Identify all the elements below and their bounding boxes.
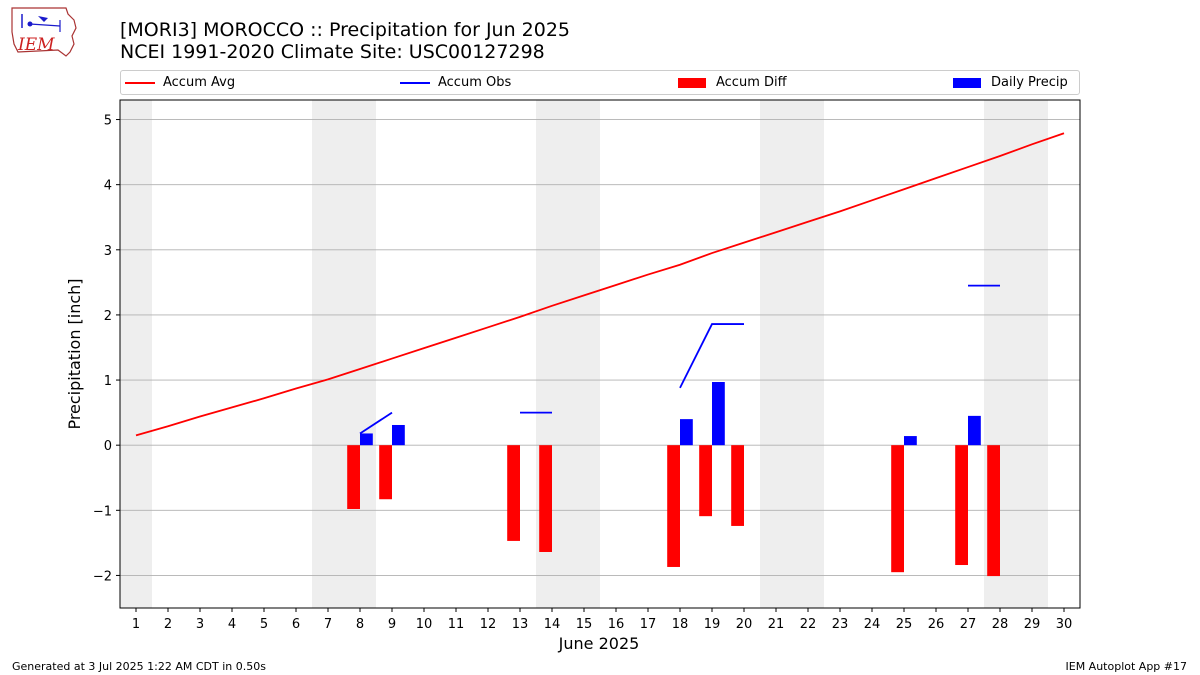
accum-diff-bar: [731, 445, 744, 526]
x-tick-label: 5: [260, 617, 268, 632]
accum-diff-bar: [699, 445, 712, 517]
x-tick-label: 19: [704, 617, 721, 632]
accum-obs-line: [359, 411, 393, 435]
iem-logo: IEM: [8, 6, 80, 58]
x-tick-label: 28: [992, 617, 1009, 632]
logo-text: IEM: [17, 35, 55, 55]
legend-swatch-accum-avg: [125, 81, 155, 84]
x-tick-label: 13: [512, 617, 529, 632]
legend-label-accum-obs: Accum Obs: [438, 75, 512, 90]
x-tick-label: 7: [324, 617, 332, 632]
x-tick-label: 30: [1056, 617, 1073, 632]
daily-precip-bar: [712, 382, 725, 446]
daily-precip-bar: [360, 433, 373, 446]
daily-precip-bar: [392, 424, 405, 446]
x-tick-label: 16: [608, 617, 625, 632]
line-series: [135, 132, 1065, 437]
y-tick-label: 4: [104, 179, 112, 194]
x-tick-label: 17: [640, 617, 657, 632]
daily-precip-bar: [680, 419, 693, 446]
y-tick-label: 2: [104, 309, 112, 324]
y-tick-label: 0: [104, 439, 112, 454]
legend-swatch-accum-diff: [678, 77, 706, 88]
legend-label-accum-avg: Accum Avg: [163, 75, 236, 90]
accum-diff-bar: [667, 445, 680, 567]
x-tick-label: 27: [960, 617, 977, 632]
y-tick-label: 1: [104, 374, 112, 389]
x-tick-label: 18: [672, 617, 689, 632]
weekend-shading: [120, 100, 1048, 608]
weekend-shade-band: [120, 100, 152, 608]
chart-subtitle: NCEI 1991-2020 Climate Site: USC00127298: [120, 41, 545, 63]
x-tick-label: 11: [448, 617, 465, 632]
legend-label-accum-diff: Accum Diff: [716, 75, 787, 90]
accum-diff-bar: [539, 445, 552, 552]
y-tick-label: 3: [104, 244, 112, 259]
legend-item-daily-precip: Daily Precip: [953, 71, 1068, 94]
x-axis-ticks: 1 2 3 4 5 6 7 8 9 10 11 12 13 14 15 16 17 18 19 20 21 22 23 24 2…: [132, 608, 1072, 632]
y-gridlines: [120, 119, 1080, 576]
y-tick-label: −2: [93, 569, 112, 584]
y-tick-label: −1: [93, 504, 112, 519]
x-tick-label: 20: [736, 617, 753, 632]
accum-diff-bar: [955, 445, 968, 566]
daily-precip-bar: [904, 436, 917, 446]
legend-item-accum-diff: Accum Diff: [678, 71, 787, 94]
chart-legend: Accum Avg Accum Obs Accum Diff Daily Pre…: [120, 70, 1080, 95]
accum-diff-bar: [891, 445, 904, 573]
x-axis-label: June 2025: [558, 634, 640, 653]
legend-item-accum-avg: Accum Avg: [125, 71, 235, 94]
accum-avg-line: [135, 132, 1065, 437]
y-axis-label: Precipitation [inch]: [65, 278, 84, 429]
x-tick-label: 24: [864, 617, 881, 632]
y-axis-ticks: −2 −1 0 1 2 3 4 5: [93, 114, 120, 584]
x-tick-label: 4: [228, 617, 236, 632]
x-tick-label: 23: [832, 617, 849, 632]
weekend-shade-band: [760, 100, 824, 608]
y-tick-label: 5: [104, 114, 112, 129]
x-tick-label: 21: [768, 617, 785, 632]
bar-series: [347, 382, 1000, 577]
x-tick-label: 1: [132, 617, 140, 632]
x-tick-label: 6: [292, 617, 300, 632]
chart-title: [MORI3] MOROCCO :: Precipitation for Jun…: [120, 19, 571, 41]
x-tick-label: 15: [576, 617, 593, 632]
accum-obs-line: [679, 323, 744, 389]
x-tick-label: 3: [196, 617, 204, 632]
generated-timestamp: Generated at 3 Jul 2025 1:22 AM CDT in 0…: [12, 660, 266, 673]
x-tick-label: 26: [928, 617, 945, 632]
x-tick-label: 25: [896, 617, 913, 632]
x-tick-label: 2: [164, 617, 172, 632]
weekend-shade-band: [312, 100, 376, 608]
accum-diff-bar: [507, 445, 520, 541]
accum-diff-bar: [347, 445, 360, 510]
x-tick-label: 8: [356, 617, 364, 632]
x-tick-label: 9: [388, 617, 396, 632]
x-tick-label: 12: [480, 617, 497, 632]
accum-diff-bar: [987, 445, 1000, 577]
x-tick-label: 29: [1024, 617, 1041, 632]
x-tick-label: 10: [416, 617, 433, 632]
autoplot-app-id: IEM Autoplot App #17: [1065, 660, 1188, 673]
legend-swatch-accum-obs: [400, 81, 430, 84]
legend-label-daily-precip: Daily Precip: [991, 75, 1068, 90]
plot-frame: [119, 99, 1081, 609]
x-tick-label: 14: [544, 617, 561, 632]
x-tick-label: 22: [800, 617, 817, 632]
iowa-state-map-logo-icon: IEM: [11, 7, 77, 57]
daily-precip-bar: [968, 415, 981, 446]
legend-swatch-daily-precip: [953, 77, 981, 88]
accum-diff-bar: [379, 445, 392, 500]
legend-item-accum-obs: Accum Obs: [400, 71, 511, 94]
